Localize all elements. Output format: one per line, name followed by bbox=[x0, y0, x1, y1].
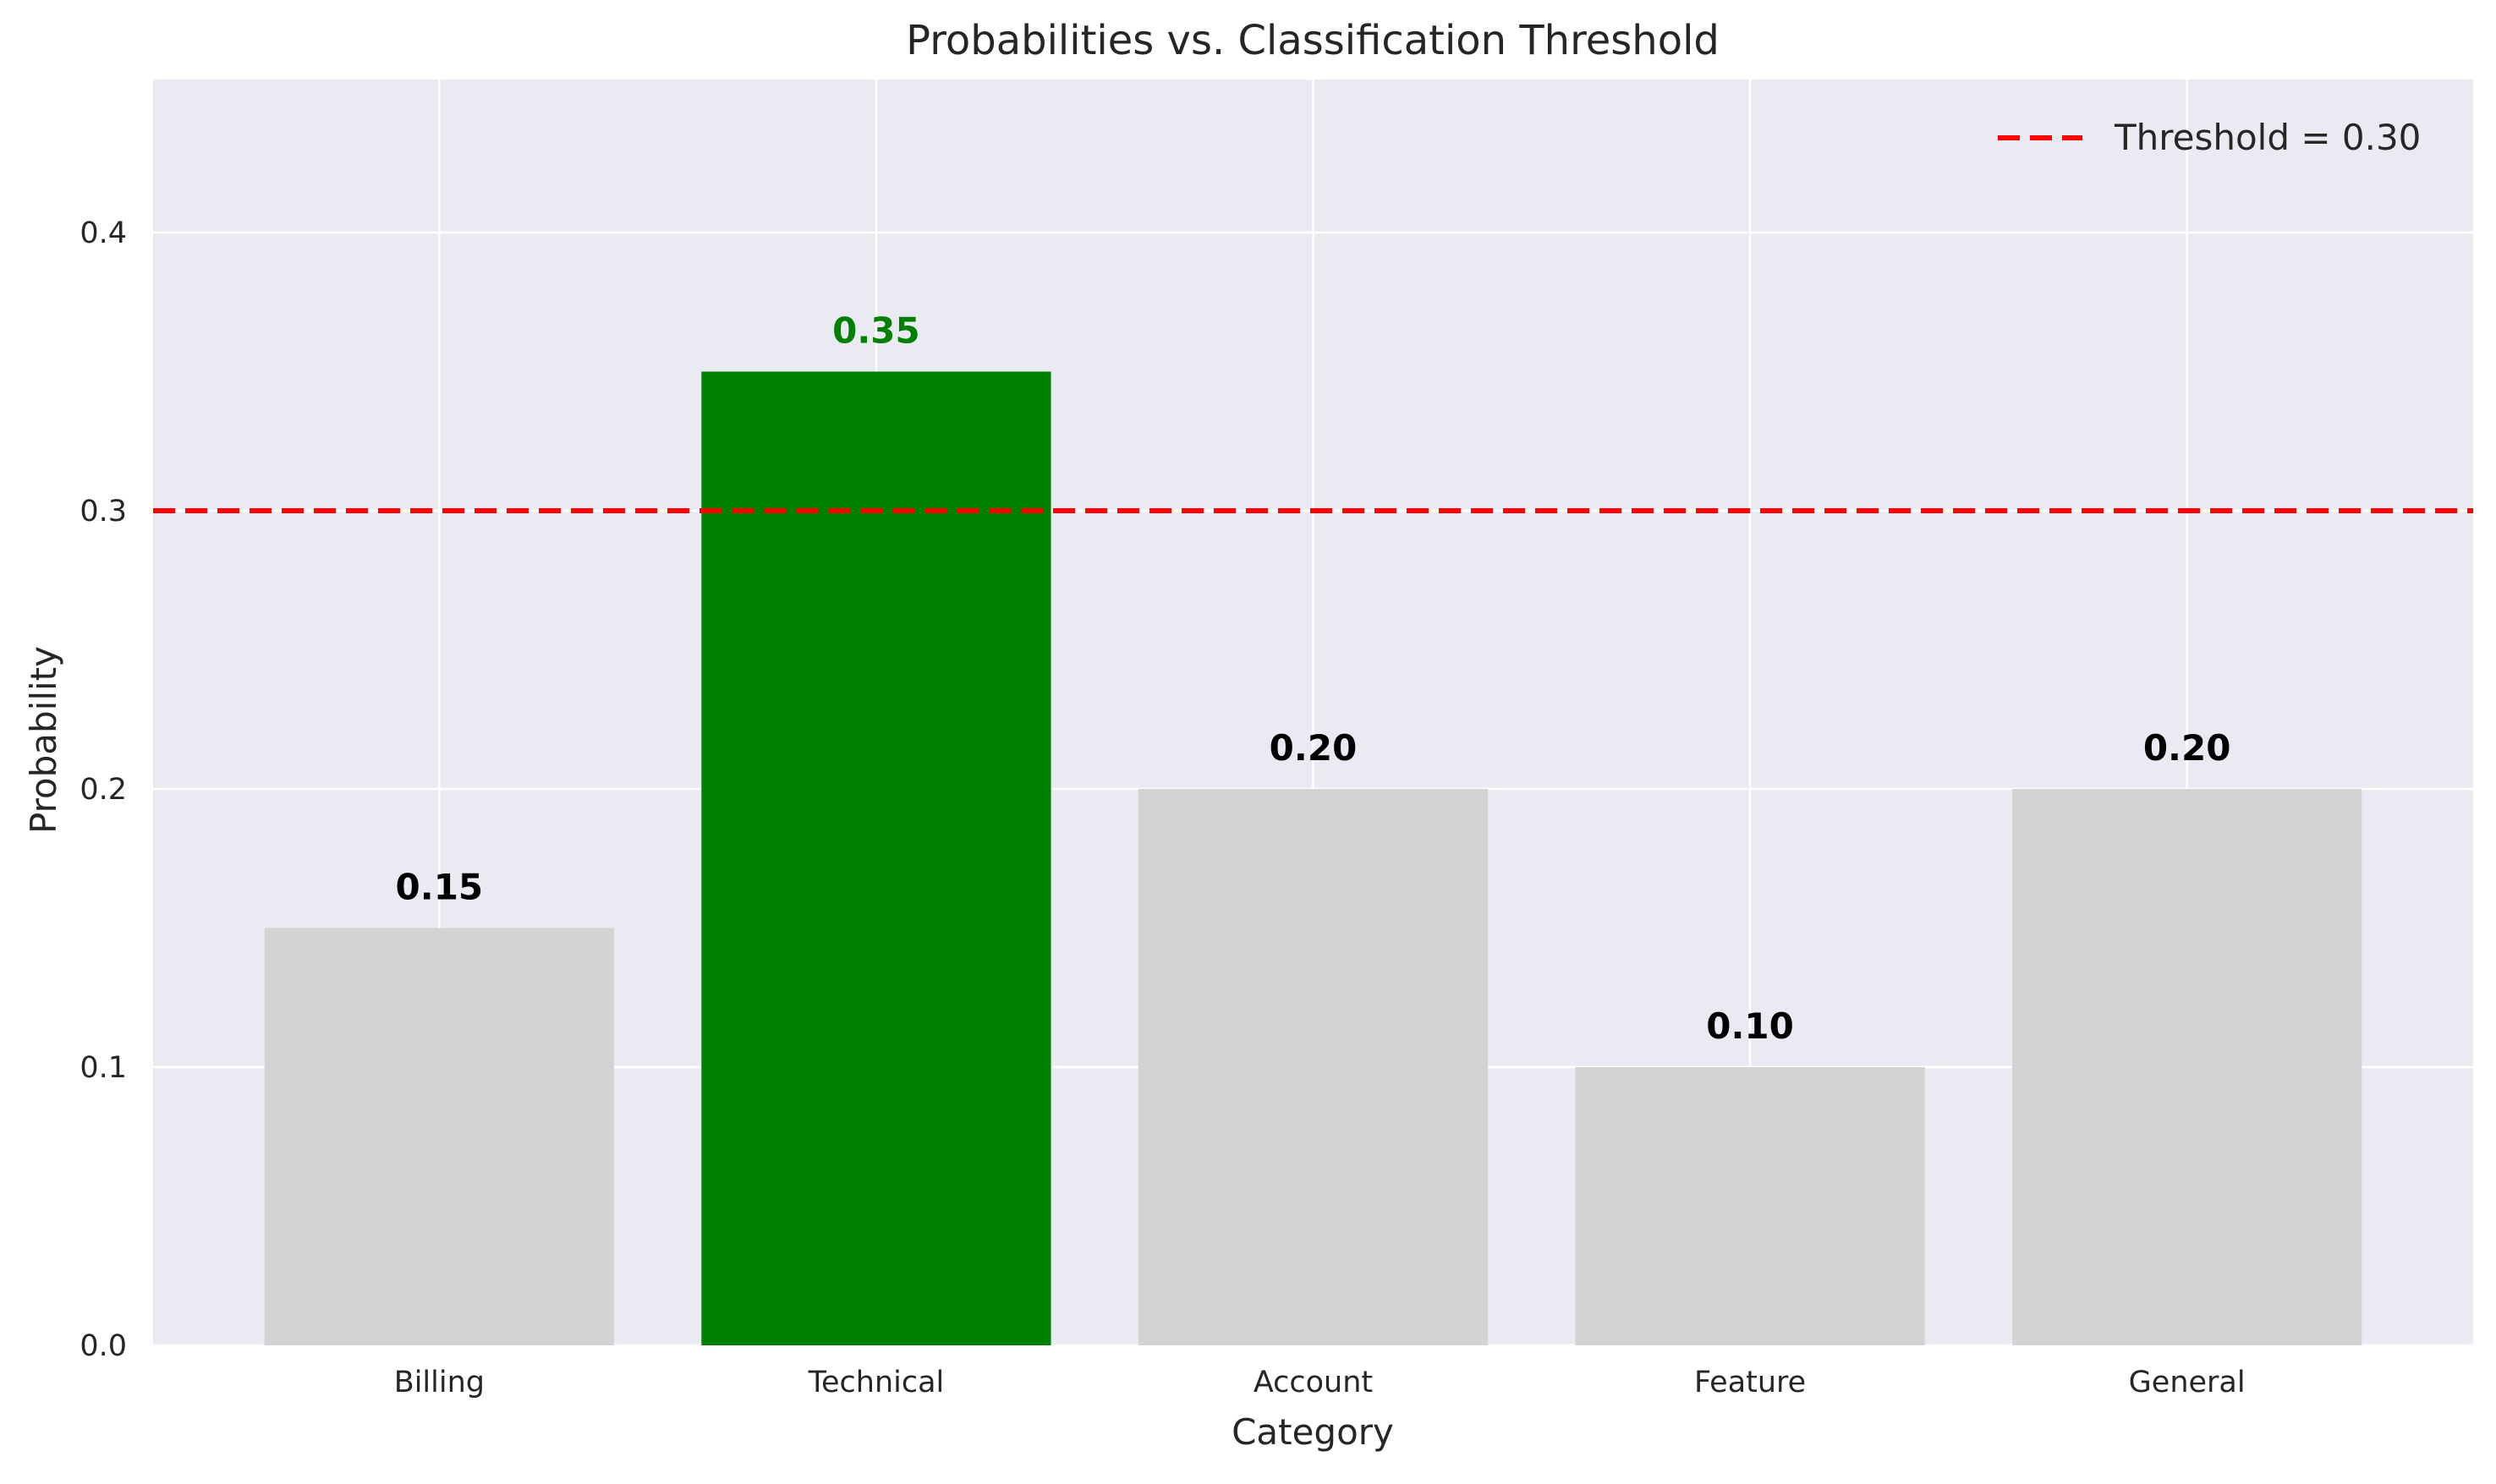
bar-general bbox=[2012, 788, 2362, 1345]
x-axis-label: Category bbox=[1232, 1411, 1394, 1453]
x-tick-label-general: General bbox=[2129, 1366, 2246, 1399]
x-tick-label-billing: Billing bbox=[394, 1366, 485, 1399]
x-tick-label-feature: Feature bbox=[1694, 1366, 1806, 1399]
chart-title: Probabilities vs. Classification Thresho… bbox=[906, 17, 1720, 64]
value-label-feature: 0.10 bbox=[1706, 1005, 1794, 1047]
bar-technical bbox=[701, 371, 1051, 1345]
bar-billing bbox=[264, 928, 614, 1345]
legend-threshold-label: Threshold = 0.30 bbox=[2114, 117, 2421, 158]
y-tick-label: 0.1 bbox=[80, 1051, 127, 1085]
bars bbox=[264, 371, 2362, 1345]
x-tick-label-technical: Technical bbox=[808, 1366, 945, 1399]
y-tick-label: 0.4 bbox=[80, 216, 127, 250]
bar-feature bbox=[1575, 1066, 1925, 1345]
value-label-technical: 0.35 bbox=[832, 309, 920, 351]
x-tick-labels: Billing Technical Account Feature General bbox=[394, 1366, 2246, 1399]
y-tick-label: 0.2 bbox=[80, 773, 127, 807]
value-label-billing: 0.15 bbox=[396, 866, 484, 907]
y-tick-labels: 0.0 0.1 0.2 0.3 0.4 bbox=[80, 216, 127, 1363]
legend: Threshold = 0.30 bbox=[1998, 117, 2421, 158]
bar-account bbox=[1138, 788, 1489, 1345]
y-tick-label: 0.0 bbox=[80, 1329, 127, 1363]
x-tick-label-account: Account bbox=[1253, 1366, 1373, 1399]
y-tick-label: 0.3 bbox=[80, 495, 127, 528]
y-axis-label: Probability bbox=[23, 646, 64, 834]
value-label-account: 0.20 bbox=[1270, 727, 1358, 769]
value-labels: 0.15 0.35 0.20 0.10 0.20 bbox=[396, 309, 2231, 1047]
value-label-general: 0.20 bbox=[2143, 727, 2231, 769]
